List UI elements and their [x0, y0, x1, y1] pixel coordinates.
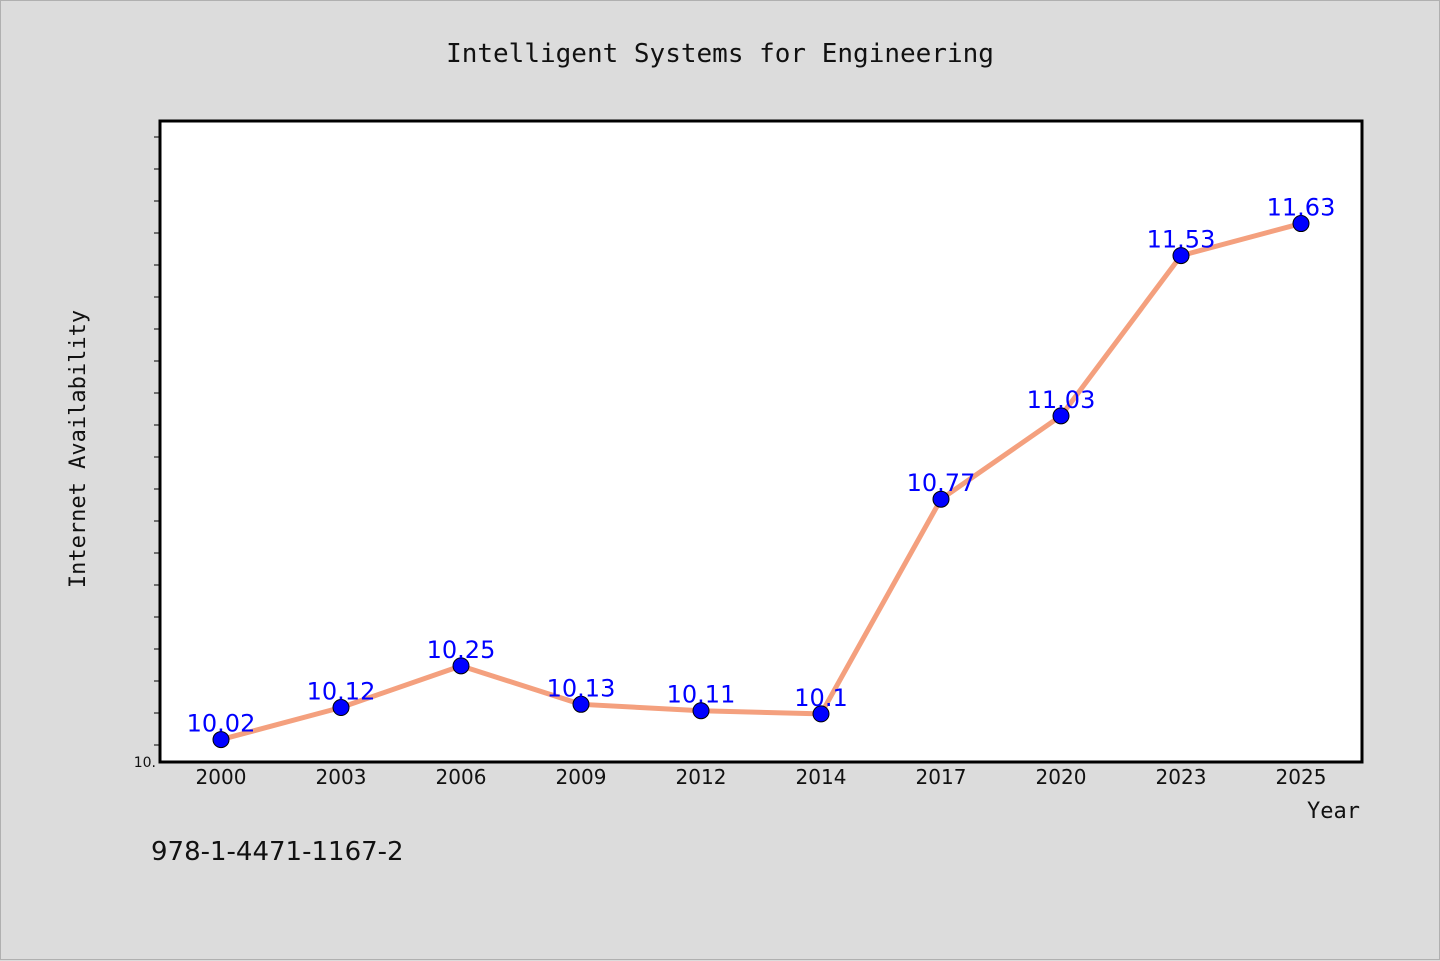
data-label: 10.02	[187, 710, 256, 738]
data-label: 10.77	[907, 469, 976, 497]
x-tick-label: 2014	[796, 765, 847, 789]
data-label: 10.1	[794, 684, 847, 712]
data-label: 11.53	[1147, 226, 1216, 254]
series-line	[218, 221, 1304, 743]
y-axis-label: Internet Availability	[66, 310, 91, 588]
data-point	[932, 490, 950, 508]
x-tick-label: 2000	[196, 765, 247, 789]
x-tick-label: 2006	[436, 765, 487, 789]
data-label: 10.13	[547, 674, 616, 702]
series-layer: 10.02 10.12 10.25 10.13 10.11 10.1 10.77 11.03 1…	[187, 194, 1336, 749]
data-point	[692, 702, 710, 720]
x-axis-tick-labels: 2000 2003 2006 2009 2012 2014 2017 2020 2023 2025	[196, 765, 1327, 789]
data-point	[572, 695, 590, 713]
y-axis-ticks	[154, 136, 160, 746]
isbn-text: 978-1-4471-1167-2	[151, 837, 404, 867]
x-tick-label: 2020	[1036, 765, 1087, 789]
data-point	[812, 705, 830, 723]
x-tick-label: 2023	[1156, 765, 1207, 789]
data-label: 10.11	[667, 681, 736, 709]
x-tick-label: 2003	[316, 765, 367, 789]
data-label: 10.12	[307, 678, 376, 706]
data-point	[332, 699, 350, 717]
x-tick-label: 2025	[1276, 765, 1327, 789]
data-point	[1052, 407, 1070, 425]
x-tick-label: 2009	[556, 765, 607, 789]
data-point	[452, 657, 470, 675]
data-point	[1172, 247, 1190, 265]
data-point	[1292, 215, 1310, 233]
chart-title: Intelligent Systems for Engineering	[446, 39, 994, 69]
x-tick-label: 2012	[676, 765, 727, 789]
data-label: 11.03	[1027, 386, 1096, 414]
plot-area	[158, 119, 1364, 764]
data-point	[212, 731, 230, 749]
data-label: 11.63	[1267, 194, 1336, 222]
y-tick-label: 10.	[134, 755, 156, 771]
x-axis-label: Year	[1307, 799, 1360, 824]
data-label: 10.25	[427, 636, 496, 664]
x-tick-label: 2017	[916, 765, 967, 789]
